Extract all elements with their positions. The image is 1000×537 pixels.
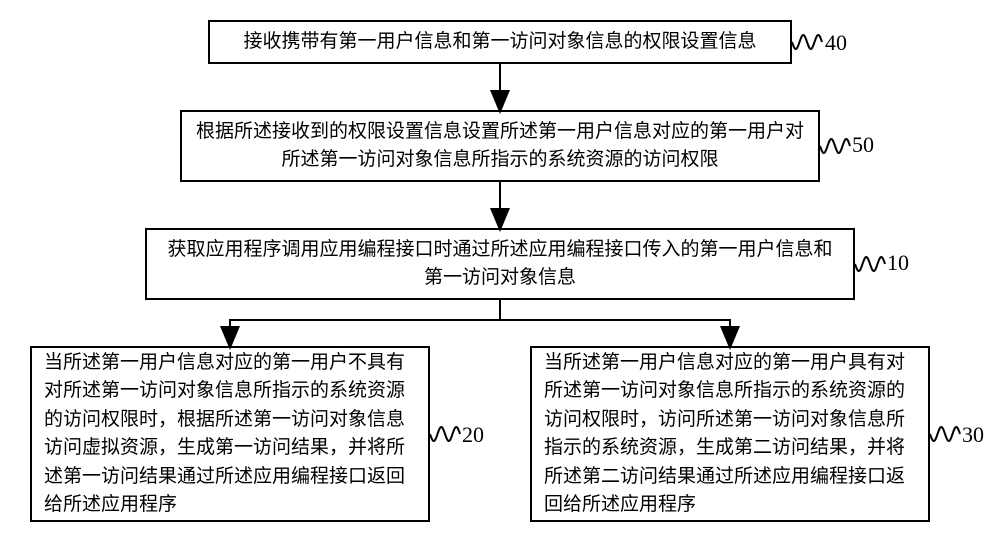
flowchart-canvas: 接收携带有第一用户信息和第一访问对象信息的权限设置信息 40 根据所述接收到的权…	[0, 0, 1000, 537]
leader-n20	[430, 427, 460, 441]
flow-node-20-number: 20	[462, 422, 484, 448]
leader-n10	[855, 257, 885, 271]
flow-node-40-number: 40	[825, 30, 847, 56]
flow-node-50-text: 根据所述接收到的权限设置信息设置所述第一用户信息对应的第一用户对所述第一访问对象…	[194, 118, 806, 175]
arrow-n10-n30	[500, 300, 730, 346]
flow-node-30: 当所述第一用户信息对应的第一用户具有对所述第一访问对象信息所指示的系统资源的访问…	[530, 346, 930, 522]
leader-n50	[820, 139, 850, 153]
flow-node-10-number: 10	[887, 250, 909, 276]
flow-node-40: 接收携带有第一用户信息和第一访问对象信息的权限设置信息	[208, 20, 792, 64]
flow-node-40-text: 接收携带有第一用户信息和第一访问对象信息的权限设置信息	[243, 28, 756, 57]
flow-node-20-text: 当所述第一用户信息对应的第一用户不具有对所述第一访问对象信息所指示的系统资源的访…	[44, 349, 416, 520]
flow-node-20: 当所述第一用户信息对应的第一用户不具有对所述第一访问对象信息所指示的系统资源的访…	[30, 346, 430, 522]
leader-n40	[792, 35, 822, 49]
arrow-n10-n20	[230, 300, 500, 346]
flow-node-50-number: 50	[852, 132, 874, 158]
leader-n30	[930, 427, 960, 441]
flow-node-50: 根据所述接收到的权限设置信息设置所述第一用户信息对应的第一用户对所述第一访问对象…	[180, 110, 820, 182]
flow-node-30-number: 30	[962, 422, 984, 448]
flow-node-30-text: 当所述第一用户信息对应的第一用户具有对所述第一访问对象信息所指示的系统资源的访问…	[544, 349, 916, 520]
flow-node-10: 获取应用程序调用应用编程接口时通过所述应用编程接口传入的第一用户信息和第一访问对…	[145, 228, 855, 300]
flow-node-10-text: 获取应用程序调用应用编程接口时通过所述应用编程接口传入的第一用户信息和第一访问对…	[159, 236, 841, 293]
